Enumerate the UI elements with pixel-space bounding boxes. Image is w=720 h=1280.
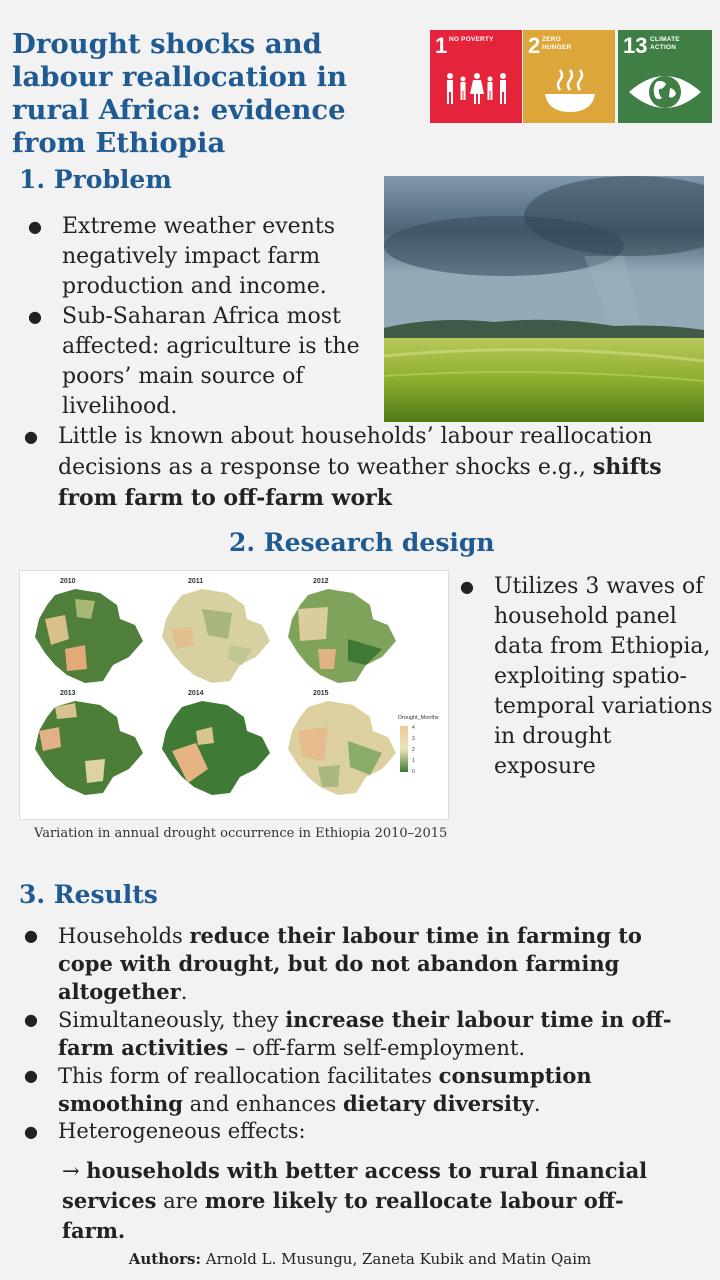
list-item: Heterogeneous effects: xyxy=(20,1118,680,1145)
problem-list: Extreme weather events negatively impact… xyxy=(24,212,364,422)
map-2015 xyxy=(288,701,396,795)
design-list: Utilizes 3 waves of household panel data… xyxy=(456,572,718,782)
problem-list-wide: Little is known about households’ labour… xyxy=(20,422,680,514)
legend-tick: 2 xyxy=(412,747,415,753)
list-item: Sub-Saharan Africa most affected: agricu… xyxy=(24,302,364,422)
legend-tick: 1 xyxy=(412,758,415,764)
poster-title: Drought shocks and labour reallocation i… xyxy=(12,28,347,159)
list-item: Households reduce their labour time in f… xyxy=(20,922,680,1006)
figure-caption: Variation in annual drought occurrence i… xyxy=(34,826,448,841)
map-year-label: 2014 xyxy=(188,690,204,697)
landscape-photo xyxy=(384,176,704,422)
map-year-label: 2011 xyxy=(188,578,203,585)
list-item: Little is known about households’ labour… xyxy=(20,422,680,514)
map-year-label: 2010 xyxy=(60,578,76,585)
map-2011 xyxy=(162,589,270,683)
earth-eye-icon xyxy=(629,76,701,108)
map-year-label: 2015 xyxy=(313,690,329,697)
map-2012 xyxy=(288,589,396,683)
design-heading: 2. Research design xyxy=(229,528,495,557)
bowl-icon xyxy=(545,69,595,112)
sdg-2-tile: 2 ZERO HUNGER xyxy=(523,30,615,123)
map-2014 xyxy=(162,701,270,795)
legend-tick: 3 xyxy=(412,736,415,742)
results-conclusion: → households with better access to rural… xyxy=(62,1158,648,1243)
map-year-label: 2012 xyxy=(313,578,329,585)
map-2010 xyxy=(35,589,143,683)
authors-line: Authors: Arnold L. Musungu, Zaneta Kubik… xyxy=(128,1250,592,1268)
results-heading: 3. Results xyxy=(19,880,158,909)
sdg-1-tile: 1 NO POVERTY xyxy=(430,30,522,123)
list-item: Utilizes 3 waves of household panel data… xyxy=(456,572,718,782)
legend-tick: 4 xyxy=(412,725,415,731)
sdg-13-tile: 13 CLIMATE ACTION xyxy=(618,30,712,123)
map-year-label: 2013 xyxy=(60,690,76,697)
legend-tick: 0 xyxy=(412,769,415,775)
map-legend: Drought_Months 4 3 2 1 0 xyxy=(398,715,439,775)
list-item: This form of reallocation facilitates co… xyxy=(20,1062,680,1118)
list-item: Extreme weather events negatively impact… xyxy=(24,212,364,302)
drought-maps-figure: 2010 2011 2012 2013 2014 2015 xyxy=(19,570,449,820)
family-icon xyxy=(447,73,506,104)
legend-title: Drought_Months xyxy=(398,715,439,721)
list-item: Simultaneously, they increase their labo… xyxy=(20,1006,680,1062)
problem-heading: 1. Problem xyxy=(19,165,172,194)
map-2013 xyxy=(35,701,143,795)
results-list: Households reduce their labour time in f… xyxy=(20,922,680,1145)
